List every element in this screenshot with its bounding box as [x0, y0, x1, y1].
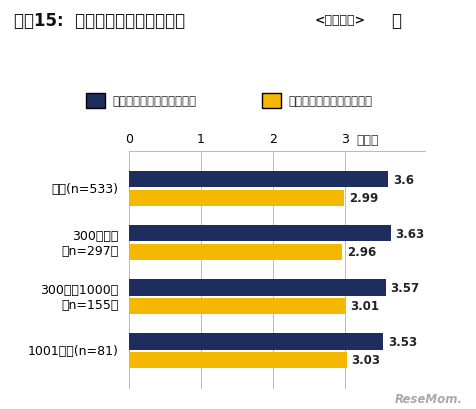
Text: 3.57: 3.57	[390, 281, 419, 294]
Text: 】: 】	[390, 12, 400, 30]
Bar	[129, 226, 390, 242]
Text: （年）: （年）	[355, 134, 378, 147]
Text: 3.53: 3.53	[387, 335, 416, 348]
Bar	[129, 244, 342, 260]
Text: 【図15:  一人前になるまでの期間: 【図15: 一人前になるまでの期間	[14, 12, 185, 30]
Bar	[129, 172, 387, 188]
Text: ReseMom.: ReseMom.	[394, 392, 462, 405]
Text: <企業調査>: <企業調査>	[314, 14, 365, 27]
Bar	[129, 190, 344, 206]
Text: 3.6: 3.6	[392, 173, 413, 187]
Bar	[129, 280, 386, 296]
Bar	[129, 334, 383, 350]
Text: 一人前になる期間（実際）: 一人前になる期間（実際）	[112, 95, 196, 108]
Text: 3.03: 3.03	[351, 353, 380, 366]
Text: 2.99: 2.99	[348, 192, 377, 205]
Text: 2.96: 2.96	[346, 246, 375, 258]
Bar	[129, 352, 347, 368]
Text: 3.01: 3.01	[349, 299, 378, 312]
Text: 3.63: 3.63	[394, 227, 423, 240]
Bar	[129, 298, 345, 314]
Text: 一人前になる期間（理想）: 一人前になる期間（理想）	[288, 95, 372, 108]
